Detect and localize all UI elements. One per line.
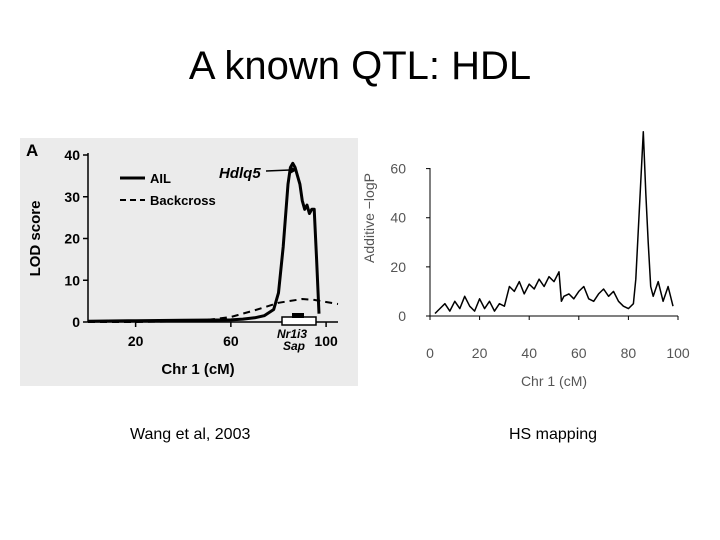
x-axis-label: Chr 1 (cM) <box>521 373 587 389</box>
marker-label-sap: Sap <box>283 339 305 353</box>
x-tick-label: 80 <box>621 345 637 361</box>
y-tick-label: 20 <box>390 259 406 275</box>
y-tick-label: 40 <box>390 210 406 226</box>
caption-right: HS mapping <box>509 426 598 443</box>
x-tick-label: 0 <box>426 345 434 361</box>
series-line-ail <box>87 161 321 323</box>
x-tick-label: 20 <box>128 333 144 349</box>
legend-label-ail: AIL <box>150 171 171 186</box>
qtl-arrowhead <box>290 166 297 174</box>
panel-label: A <box>26 141 38 160</box>
slide-title: A known QTL: HDL <box>188 44 532 88</box>
x-tick-label: 100 <box>314 333 338 349</box>
x-tick-label: 60 <box>571 345 587 361</box>
y-tick-label: 10 <box>64 272 80 288</box>
x-tick-label: 60 <box>223 333 239 349</box>
y-tick-label: 40 <box>64 147 80 163</box>
scan-background <box>20 138 358 386</box>
y-axis-label: Additive −logP <box>361 173 377 263</box>
x-axis-label: Chr 1 (cM) <box>161 361 234 378</box>
series-line-backcross <box>88 298 339 323</box>
marker-label-nr1i3: Nr1i3 <box>277 327 307 341</box>
logp-series-line <box>434 131 674 315</box>
qtl-label: Hdlq5 <box>219 165 261 182</box>
caption-left: Wang et al, 2003 <box>130 426 251 443</box>
y-tick-label: 20 <box>64 231 80 247</box>
qtl-arrow <box>265 169 291 172</box>
legend-label-backcross: Backcross <box>150 193 216 208</box>
left-lod-chart: A 0 10 20 30 40 20 60 100 Chr 1 (cM) LOD score Hd… <box>20 138 358 386</box>
x-tick-label: 20 <box>472 345 488 361</box>
x-tick-label: 40 <box>521 345 537 361</box>
y-tick-label: 60 <box>390 161 406 177</box>
marker-peak-block <box>292 313 304 318</box>
x-tick-label: 100 <box>666 345 690 361</box>
right-logp-chart: 0 20 40 60 0 20 40 60 80 100 Chr 1 (cM) Additive −l… <box>361 131 690 389</box>
y-tick-label: 0 <box>72 314 80 330</box>
y-tick-label: 0 <box>398 308 406 324</box>
y-tick-label: 30 <box>64 189 80 205</box>
y-axis-label: LOD score <box>27 201 44 277</box>
marker-interval-box <box>281 316 317 326</box>
